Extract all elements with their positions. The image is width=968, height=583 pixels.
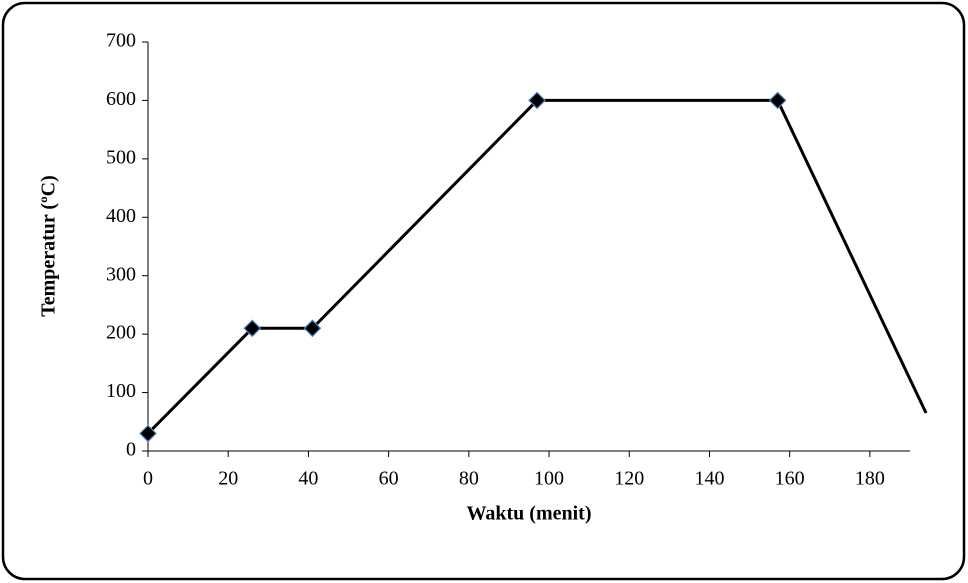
y-tick-label: 0: [126, 439, 136, 461]
x-tick-label: 160: [775, 468, 805, 490]
chart-border: [3, 3, 964, 579]
y-tick-label: 700: [106, 30, 136, 52]
data-marker: [770, 92, 786, 108]
page: {"chart_data": {"type": "line", "x_label…: [0, 0, 968, 583]
x-axis-title: Waktu (menit): [467, 503, 592, 525]
x-tick-label: 140: [694, 468, 724, 490]
y-tick-label: 200: [106, 322, 136, 344]
y-tick-label: 500: [106, 146, 136, 168]
x-tick-label: 100: [534, 468, 564, 490]
x-tick-label: 40: [298, 468, 318, 490]
y-axis-title: Temperatur (ºC): [38, 175, 60, 317]
y-tick-label: 100: [106, 380, 136, 402]
y-tick-label: 300: [106, 263, 136, 285]
x-tick-label: 120: [614, 468, 644, 490]
x-tick-label: 0: [143, 468, 153, 490]
x-tick-label: 20: [218, 468, 238, 490]
x-tick-label: 60: [379, 468, 399, 490]
y-tick-label: 600: [106, 88, 136, 110]
y-tick-label: 400: [106, 205, 136, 227]
chart: Waktu (menit) Temperatur (ºC) 0100200300…: [0, 0, 968, 583]
data-line: [148, 100, 926, 433]
x-tick-label: 80: [459, 468, 479, 490]
x-tick-label: 180: [855, 468, 885, 490]
